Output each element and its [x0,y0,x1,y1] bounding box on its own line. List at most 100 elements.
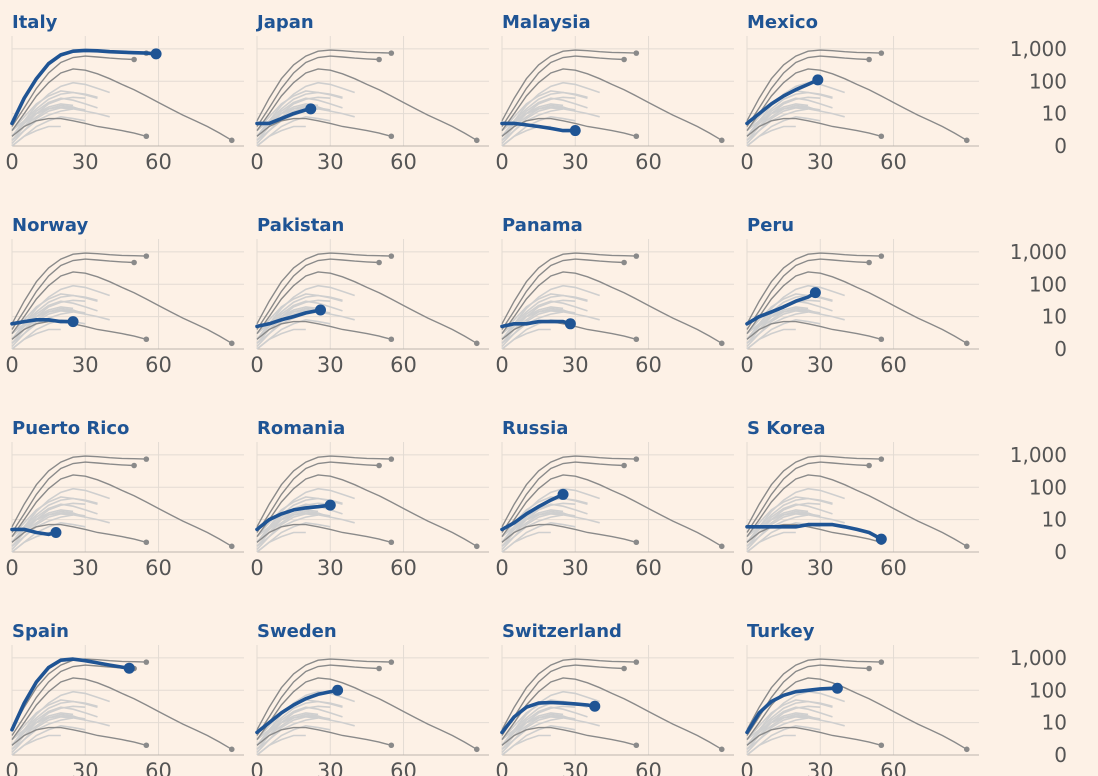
country-line [10,48,158,126]
y-tick-label: 1,000 [1010,37,1067,61]
reference-end-dot [866,665,872,672]
reference-line-dark [11,474,233,547]
y-tick-label: 100 [1029,475,1067,499]
reference-line-light [11,106,86,132]
x-tick-label: 30 [562,759,589,776]
reference-line-light [256,81,355,137]
panel-title: Norway [12,215,89,236]
reference-end-dot [866,259,872,266]
panel-title: Mexico [747,12,818,33]
panel-switzerland: Switzerland 0 30 60 [495,621,734,776]
reference-line-light [256,284,355,340]
reference-line-light [11,108,110,141]
x-tick-label: 0 [250,150,263,174]
reference-end-dot [633,50,640,56]
reference-end-dot [633,253,640,259]
reference-end-dot [718,137,725,144]
reference-end-dot [633,456,640,462]
reference-line-dark [256,455,392,528]
reference-end-dot [388,539,395,546]
reference-line-dark [11,117,147,137]
reference-end-dot [621,259,627,266]
country-line [745,522,884,541]
country-line [255,688,340,735]
panel-title: Romania [257,418,345,439]
reference-end-dot [878,253,885,259]
country-line [255,308,323,329]
x-tick-label: 60 [145,556,172,580]
country-line [745,686,840,735]
x-tick-label: 0 [740,556,753,580]
reference-line-dark [746,49,882,122]
reference-line-dark [501,523,637,543]
reference-line-light [11,715,86,741]
country-line [255,503,333,532]
panel-title: Peru [747,215,794,236]
country-end-dot [314,304,326,316]
reference-line-dark [256,658,392,731]
y-tick-label: 100 [1029,678,1067,702]
reference-line-light [11,284,110,340]
x-tick-label: 0 [250,759,263,776]
reference-end-dot [376,259,382,266]
reference-line-light [746,309,821,335]
reference-line-dark [256,726,392,746]
x-tick-label: 30 [317,353,344,377]
reference-end-dot [473,746,480,753]
y-tick-label: 0 [1054,337,1067,361]
panel-title: Sweden [257,621,337,642]
country-end-dot [569,125,581,137]
reference-end-dot [143,742,150,749]
x-tick-label: 60 [880,150,907,174]
reference-line-light [501,81,600,137]
reference-line-light [746,690,845,746]
reference-end-dot [878,456,885,462]
panel-russia: Russia 0 30 60 [495,418,734,580]
reference-line-dark [11,320,147,340]
panel-panama: Panama 0 30 60 [495,215,734,377]
reference-line-light [256,328,306,350]
panel-title: Spain [12,621,69,642]
reference-line-dark [746,320,882,340]
reference-line-dark [11,726,147,746]
reference-line-light [501,734,551,756]
reference-line-light [746,514,845,547]
reference-end-dot [228,543,235,550]
country-end-dot [50,527,62,539]
reference-line-dark [501,252,637,325]
reference-line-light [256,531,306,553]
reference-line-light [746,106,821,132]
reference-line-light [11,717,110,750]
reference-line-light [746,328,796,350]
panel-japan: Japan 0 30 60 [250,12,489,174]
reference-line-dark [256,320,392,340]
panel-title: Switzerland [502,621,622,642]
reference-end-dot [878,742,885,749]
panel-spain: Spain 0 30 60 [5,621,244,776]
reference-line-light [11,512,86,538]
reference-line-light [746,487,845,543]
reference-end-dot [228,340,235,347]
reference-line-light [256,487,355,543]
x-tick-label: 60 [145,353,172,377]
reference-line-light [501,311,600,344]
reference-line-dark [746,68,968,141]
x-tick-label: 30 [317,556,344,580]
x-tick-label: 60 [145,150,172,174]
reference-line-dark [746,55,870,127]
reference-end-dot [376,56,382,63]
panel-title: S Korea [747,418,825,439]
reference-end-dot [143,539,150,546]
reference-line-light [501,690,600,746]
x-tick-label: 60 [390,150,417,174]
y-tick-label: 10 [1042,305,1067,329]
reference-line-light [746,108,845,141]
x-tick-label: 30 [807,759,834,776]
x-tick-label: 0 [740,353,753,377]
x-tick-label: 30 [317,759,344,776]
reference-end-dot [963,746,970,753]
reference-line-dark [11,523,147,543]
reference-end-dot [388,50,395,56]
reference-end-dot [388,456,395,462]
x-tick-label: 30 [317,150,344,174]
